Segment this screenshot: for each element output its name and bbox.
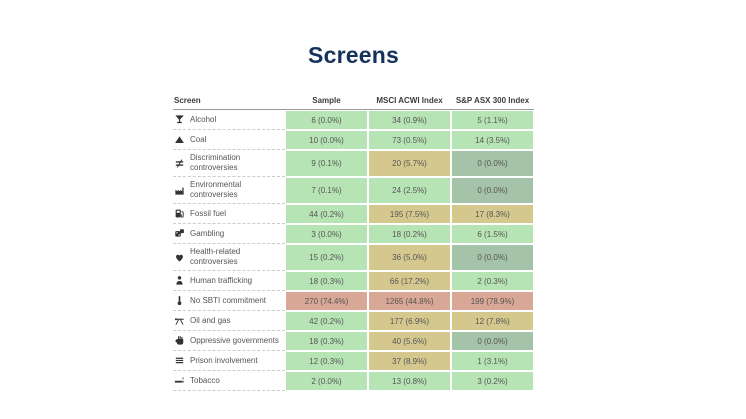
report-page: Screens Screen Sample MSCI ACWI Index S&P A…	[173, 42, 534, 391]
screen-label-cell: Fossil fuel	[173, 204, 285, 224]
screen-label: Discrimination controversies	[190, 153, 241, 172]
screen-label: Coal	[190, 134, 207, 144]
screen-label-cell: Discrimination controversies	[173, 150, 285, 177]
screen-label-cell: Health-related controversies	[173, 244, 285, 271]
value-cell: 14 (3.5%)	[452, 131, 533, 149]
value-cell: 24 (2.5%)	[369, 178, 450, 203]
table-row: Coal 10 (0.0%) 73 (0.5%) 14 (3.5%)	[173, 130, 534, 150]
value-cell: 0 (0.0%)	[452, 245, 533, 270]
screen-label-cell: Gambling	[173, 224, 285, 244]
value-cell: 42 (0.2%)	[286, 312, 367, 330]
screen-label: Environmental controversies	[190, 180, 242, 199]
coal-heap-icon	[174, 134, 185, 145]
screen-label-cell: Tobacco	[173, 371, 285, 391]
value-cell: 1265 (44.8%)	[369, 292, 450, 310]
table-row: Alcohol 6 (0.0%) 34 (0.9%) 5 (1.1%)	[173, 110, 534, 130]
value-cell: 66 (17.2%)	[369, 272, 450, 290]
value-cell: 195 (7.5%)	[369, 205, 450, 223]
value-cell: 10 (0.0%)	[286, 131, 367, 149]
screen-label-cell: Prison involvement	[173, 351, 285, 371]
person-icon	[174, 275, 185, 286]
value-cell: 177 (6.9%)	[369, 312, 450, 330]
martini-glass-icon	[174, 114, 185, 125]
value-cell: 3 (0.0%)	[286, 225, 367, 243]
screen-label-cell: Human trafficking	[173, 271, 285, 291]
heart-pill-icon	[174, 252, 185, 263]
value-cell: 6 (0.0%)	[286, 111, 367, 129]
pumpjack-icon	[174, 315, 185, 326]
screen-label: Prison involvement	[190, 355, 258, 365]
value-cell: 12 (0.3%)	[286, 352, 367, 370]
table-row: Fossil fuel 44 (0.2%) 195 (7.5%) 17 (8.3%)	[173, 204, 534, 224]
value-cell: 17 (8.3%)	[452, 205, 533, 223]
screen-label: Gambling	[190, 228, 225, 238]
factory-icon	[174, 185, 185, 196]
cigarette-icon	[174, 375, 185, 386]
value-cell: 7 (0.1%)	[286, 178, 367, 203]
value-cell: 199 (78.9%)	[452, 292, 533, 310]
table-row: Oil and gas 42 (0.2%) 177 (6.9%) 12 (7.8%)	[173, 311, 534, 331]
value-cell: 40 (5.6%)	[369, 332, 450, 350]
table-row: No SBTI commitment 270 (74.4%) 1265 (44.8%…	[173, 291, 534, 311]
column-header: Sample	[312, 96, 341, 105]
value-cell: 12 (7.8%)	[452, 312, 533, 330]
table-row: Oppressive governments 18 (0.3%) 40 (5.6%)…	[173, 331, 534, 351]
screen-label-cell: Oil and gas	[173, 311, 285, 331]
screen-label: Health-related controversies	[190, 247, 241, 266]
value-cell: 2 (0.0%)	[286, 372, 367, 390]
table-row: Human trafficking 18 (0.3%) 66 (17.2%) 2 (0…	[173, 271, 534, 291]
value-cell: 18 (0.3%)	[286, 272, 367, 290]
screen-label: Fossil fuel	[190, 208, 227, 218]
value-cell: 0 (0.0%)	[452, 151, 533, 176]
value-cell: 5 (1.1%)	[452, 111, 533, 129]
value-cell: 270 (74.4%)	[286, 292, 367, 310]
value-cell: 20 (5.7%)	[369, 151, 450, 176]
column-header: MSCI ACWI Index	[376, 96, 443, 105]
inequality-icon	[174, 158, 185, 169]
screen-label-cell: Alcohol	[173, 110, 285, 130]
value-cell: 36 (5.0%)	[369, 245, 450, 270]
table-row: Prison involvement 12 (0.3%) 37 (8.9%) 1 (3…	[173, 351, 534, 371]
screen-label: Oil and gas	[190, 315, 231, 325]
value-cell: 2 (0.3%)	[452, 272, 533, 290]
table-row: Discrimination controversies 9 (0.1%) 20 (…	[173, 150, 534, 177]
value-cell: 6 (1.5%)	[452, 225, 533, 243]
value-cell: 15 (0.2%)	[286, 245, 367, 270]
value-cell: 1 (3.1%)	[452, 352, 533, 370]
column-header: S&P ASX 300 Index	[455, 96, 530, 105]
table-row: Gambling 3 (0.0%) 18 (0.2%) 6 (1.5%)	[173, 224, 534, 244]
screen-label-cell: Coal	[173, 130, 285, 150]
value-cell: 37 (8.9%)	[369, 352, 450, 370]
thermometer-icon	[174, 295, 185, 306]
value-cell: 44 (0.2%)	[286, 205, 367, 223]
screen-label-cell: No SBTI commitment	[173, 291, 285, 311]
value-cell: 0 (0.0%)	[452, 332, 533, 350]
prison-bars-icon	[174, 355, 185, 366]
value-cell: 0 (0.0%)	[452, 178, 533, 203]
table-row: Environmental controversies 7 (0.1%) 24 (2…	[173, 177, 534, 204]
table-row: Tobacco 2 (0.0%) 13 (0.8%) 3 (0.2%)	[173, 371, 534, 391]
screen-label: Tobacco	[190, 375, 220, 385]
value-cell: 9 (0.1%)	[286, 151, 367, 176]
dice-icon	[174, 228, 185, 239]
column-header: Screen	[174, 96, 201, 105]
value-cell: 73 (0.5%)	[369, 131, 450, 149]
screen-label: No SBTI commitment	[190, 295, 267, 305]
screen-label-cell: Oppressive governments	[173, 331, 285, 351]
fist-icon	[174, 335, 185, 346]
value-cell: 3 (0.2%)	[452, 372, 533, 390]
value-cell: 13 (0.8%)	[369, 372, 450, 390]
table-row: Health-related controversies 15 (0.2%) 36 …	[173, 244, 534, 271]
screen-label: Alcohol	[190, 114, 217, 124]
screen-label: Oppressive governments	[190, 335, 279, 345]
page-title: Screens	[308, 42, 399, 68]
screens-table: Screen Sample MSCI ACWI Index S&P ASX 300 I…	[173, 94, 534, 391]
screen-label-cell: Environmental controversies	[173, 177, 285, 204]
gas-pump-icon	[174, 208, 185, 219]
table-header-row: Screen Sample MSCI ACWI Index S&P ASX 300 I…	[173, 94, 534, 110]
value-cell: 18 (0.2%)	[369, 225, 450, 243]
value-cell: 18 (0.3%)	[286, 332, 367, 350]
screen-label: Human trafficking	[190, 275, 253, 285]
value-cell: 34 (0.9%)	[369, 111, 450, 129]
